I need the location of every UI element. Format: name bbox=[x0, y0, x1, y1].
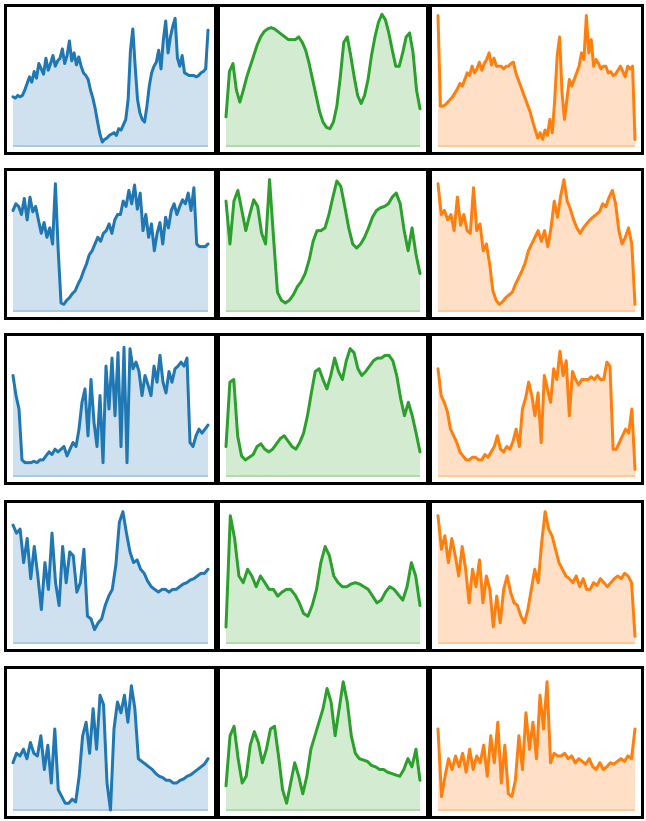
area-chart bbox=[436, 510, 637, 644]
series-area-fill bbox=[13, 18, 208, 146]
series-area-fill bbox=[438, 15, 635, 146]
area-chart bbox=[224, 680, 422, 811]
series-area-fill bbox=[13, 347, 208, 476]
chart-panel-r4-c3 bbox=[429, 500, 644, 652]
series-area-fill bbox=[13, 183, 208, 311]
series-area-fill bbox=[226, 348, 420, 476]
series-line bbox=[224, 12, 422, 131]
chart-panel-r5-c3 bbox=[429, 666, 644, 819]
series-area-fill bbox=[226, 14, 420, 146]
area-chart bbox=[11, 684, 210, 812]
series-area-fill bbox=[438, 681, 635, 810]
series-area-fill bbox=[438, 179, 635, 311]
series-line bbox=[224, 514, 422, 629]
series-line bbox=[436, 14, 637, 141]
chart-panel-r3-c3 bbox=[429, 333, 644, 485]
chart-panel-r3-c1 bbox=[4, 333, 217, 485]
series-line bbox=[436, 510, 637, 638]
area-chart bbox=[436, 178, 637, 312]
chart-panel-r3-c2 bbox=[217, 333, 429, 485]
area-chart bbox=[11, 510, 210, 644]
chart-panel-r5-c2 bbox=[217, 666, 429, 819]
chart-panel-r2-c1 bbox=[4, 168, 217, 320]
chart-panel-r4-c2 bbox=[217, 500, 429, 652]
series-area-fill bbox=[226, 179, 420, 311]
area-chart bbox=[11, 345, 210, 477]
series-line bbox=[436, 178, 637, 306]
series-line bbox=[11, 510, 210, 632]
area-chart bbox=[224, 12, 422, 147]
series-line bbox=[436, 349, 637, 471]
area-chart bbox=[11, 182, 210, 312]
chart-panel-r5-c1 bbox=[4, 666, 217, 819]
series-line bbox=[224, 178, 422, 305]
area-chart bbox=[436, 349, 637, 477]
series-line bbox=[11, 182, 210, 306]
area-chart bbox=[436, 680, 637, 811]
area-chart bbox=[224, 178, 422, 312]
chart-panel-r2-c3 bbox=[429, 168, 644, 320]
area-chart bbox=[11, 16, 210, 147]
chart-panel-r2-c2 bbox=[217, 168, 429, 320]
area-chart bbox=[436, 14, 637, 147]
chart-panel-r1-c1 bbox=[4, 4, 217, 155]
series-line bbox=[11, 684, 210, 812]
area-chart bbox=[224, 514, 422, 644]
series-area-fill bbox=[226, 515, 420, 643]
chart-panel-r1-c2 bbox=[217, 4, 429, 155]
series-area-fill bbox=[13, 685, 208, 810]
series-area-fill bbox=[226, 681, 420, 810]
series-line bbox=[436, 680, 637, 798]
series-area-fill bbox=[13, 511, 208, 643]
series-line bbox=[11, 345, 210, 465]
area-chart bbox=[224, 347, 422, 477]
series-line bbox=[224, 680, 422, 805]
series-line bbox=[224, 347, 422, 462]
chart-panel-r4-c1 bbox=[4, 500, 217, 652]
chart-panel-r1-c3 bbox=[429, 4, 644, 155]
series-line bbox=[11, 16, 210, 144]
